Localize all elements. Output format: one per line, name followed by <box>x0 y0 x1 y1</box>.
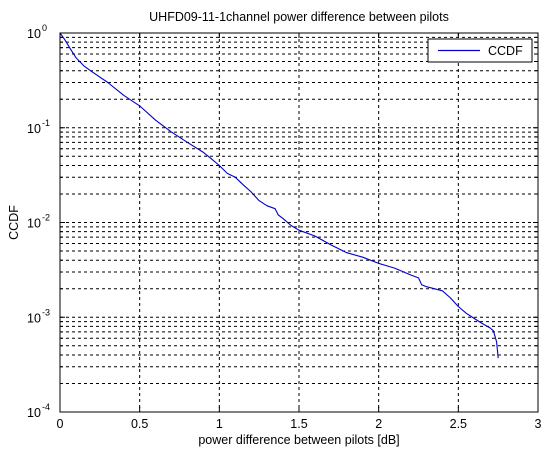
y-tick-label: 10 <box>27 406 41 420</box>
x-tick-label: 3 <box>535 417 542 431</box>
x-axis-label: power difference between pilots [dB] <box>198 433 399 447</box>
y-tick-exponent: -3 <box>42 307 50 317</box>
legend-label: CCDF <box>488 44 523 58</box>
y-tick-label: 10 <box>27 122 41 136</box>
y-tick-label: 10 <box>27 27 41 41</box>
y-tick-exponent: 0 <box>42 23 47 33</box>
series-line-ccdf <box>59 32 499 359</box>
y-axis-label: CCDF <box>7 205 21 240</box>
x-tick-label: 1 <box>216 417 223 431</box>
y-tick-exponent: -2 <box>42 213 50 223</box>
x-tick-label: 1.5 <box>290 417 307 431</box>
x-tick-label: 0 <box>57 417 64 431</box>
tick-layer <box>59 32 539 413</box>
x-tick-label: 0.5 <box>131 417 148 431</box>
y-tick-exponent: -1 <box>42 118 50 128</box>
x-tick-label: 2 <box>375 417 382 431</box>
x-tick-label: 2.5 <box>450 417 467 431</box>
chart-title: UHFD09-11-1channel power difference betw… <box>149 10 449 24</box>
legend: CCDF <box>427 38 533 63</box>
y-tick-label: 10 <box>27 311 41 325</box>
y-tick-exponent: -4 <box>42 402 50 412</box>
series-layer <box>59 32 499 359</box>
y-tick-label: 10 <box>27 217 41 231</box>
